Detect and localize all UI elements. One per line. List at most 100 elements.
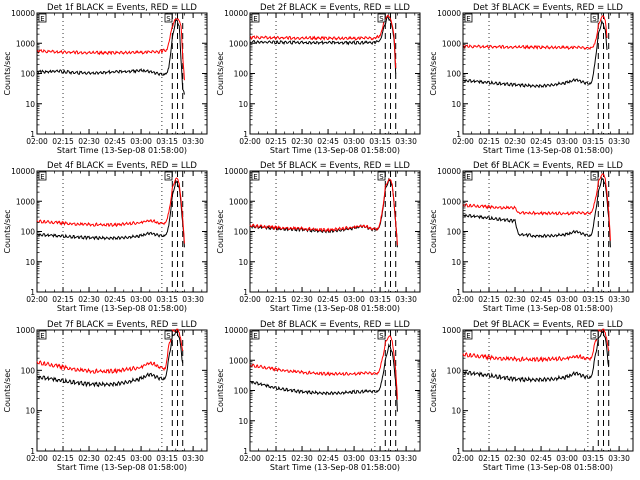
series-lld-line xyxy=(249,14,397,69)
flag-box xyxy=(251,330,260,340)
x-axis-label: Start Time (13-Sep-08 01:58:00) xyxy=(270,146,400,155)
x-tick-label: 02:15 xyxy=(265,454,287,463)
flag-label: E xyxy=(466,173,470,181)
flag-label: S xyxy=(592,15,597,23)
flag-box xyxy=(464,171,473,181)
y-tick-label: 1000 xyxy=(442,39,461,48)
series-lld-line xyxy=(36,177,185,244)
y-tick-label: 100 xyxy=(447,228,462,237)
panel-det-4: Det 4f BLACK = Events, RED = LLD 1 10 100 10… xyxy=(3,161,208,313)
x-tick-label: 02:45 xyxy=(104,137,126,146)
x-axis-label: Start Time (13-Sep-08 01:58:00) xyxy=(57,146,187,155)
x-tick-label: 02:30 xyxy=(291,137,313,146)
y-tick-label: 10 xyxy=(25,407,35,416)
y-tick-label: 100 xyxy=(234,70,249,79)
x-tick-label: 02:00 xyxy=(452,137,474,146)
plot-frame xyxy=(462,12,634,135)
y-tick-label: 100 xyxy=(21,70,36,79)
y-tick-label: 1000 xyxy=(16,39,35,48)
x-tick-label: 02:00 xyxy=(239,454,261,463)
panel-det-5: Det 5f BLACK = Events, RED = LLD 1 10 100 10… xyxy=(216,161,421,313)
x-tick-label: 02:30 xyxy=(504,454,526,463)
flag-box xyxy=(164,330,173,340)
x-tick-label: 03:00 xyxy=(130,454,152,463)
x-tick-label: 02:30 xyxy=(291,454,313,463)
flag-box xyxy=(590,330,599,340)
plot-frame xyxy=(36,329,208,452)
series-events-line xyxy=(462,19,608,89)
panel-det-2: Det 2f BLACK = Events, RED = LLD 1 10 100 10… xyxy=(216,3,421,155)
panel-det-8: Det 8f BLACK = Events, RED = LLD 1 10 100 10… xyxy=(216,320,421,472)
x-tick-label: 02:45 xyxy=(104,295,126,304)
panel-title: Det 3f BLACK = Events, RED = LLD xyxy=(473,3,623,13)
y-axis-label: Counts/sec xyxy=(429,51,438,95)
x-tick-label: 03:15 xyxy=(582,454,604,463)
series-events-line xyxy=(462,329,610,383)
plot-frame xyxy=(249,170,421,293)
x-tick-label: 03:30 xyxy=(395,454,417,463)
flag-label: E xyxy=(253,173,257,181)
x-tick-label: 03:00 xyxy=(556,454,578,463)
x-axis-label: Start Time (13-Sep-08 01:58:00) xyxy=(483,463,613,472)
flag-box xyxy=(464,13,473,23)
flag-box xyxy=(590,13,599,23)
flag-label: S xyxy=(166,15,171,23)
flag-box xyxy=(164,13,173,23)
plot-frame xyxy=(462,329,634,452)
y-tick-label: 1000 xyxy=(229,39,248,48)
x-tick-label: 02:00 xyxy=(452,295,474,304)
x-tick-label: 03:15 xyxy=(369,454,391,463)
series-lld-line xyxy=(462,328,610,363)
y-axis-label: Counts/sec xyxy=(429,209,438,253)
x-tick-label: 03:15 xyxy=(156,454,178,463)
x-tick-label: 02:30 xyxy=(78,454,100,463)
x-tick-label: 02:00 xyxy=(239,137,261,146)
series-lld-line xyxy=(249,335,398,400)
y-tick-label: 100 xyxy=(234,228,249,237)
y-tick-label: 10 xyxy=(451,258,461,267)
panel-det-9: Det 9f BLACK = Events, RED = LLD 1 10 100 10… xyxy=(429,320,634,472)
y-tick-label: 10 xyxy=(25,258,35,267)
x-tick-label: 02:15 xyxy=(52,295,74,304)
y-axis-label: Counts/sec xyxy=(216,209,225,253)
x-axis-label: Start Time (13-Sep-08 01:58:00) xyxy=(57,304,187,313)
flag-label: S xyxy=(592,173,597,181)
y-tick-label: 1 xyxy=(456,130,461,139)
series-lld-line xyxy=(36,18,185,81)
y-tick-label: 100 xyxy=(234,387,249,396)
flag-label: S xyxy=(166,173,171,181)
x-tick-label: 02:15 xyxy=(265,295,287,304)
x-tick-label: 03:15 xyxy=(369,137,391,146)
x-tick-label: 02:30 xyxy=(78,137,100,146)
x-axis-label: Start Time (13-Sep-08 01:58:00) xyxy=(57,463,187,472)
x-tick-label: 02:15 xyxy=(478,137,500,146)
series-events-line xyxy=(36,16,185,95)
flag-label: S xyxy=(379,332,384,340)
flag-box xyxy=(164,171,173,181)
x-tick-label: 03:00 xyxy=(343,137,365,146)
y-tick-label: 10 xyxy=(451,100,461,109)
y-tick-label: 10000 xyxy=(11,167,35,176)
series-lld-line xyxy=(249,178,398,246)
x-tick-label: 03:15 xyxy=(156,295,178,304)
panel-title: Det 7f BLACK = Events, RED = LLD xyxy=(47,320,197,330)
x-axis-label: Start Time (13-Sep-08 01:58:00) xyxy=(270,304,400,313)
x-tick-label: 03:30 xyxy=(395,295,417,304)
y-tick-label: 100 xyxy=(447,366,462,375)
x-tick-label: 02:00 xyxy=(26,295,48,304)
y-tick-label: 10 xyxy=(238,258,248,267)
flag-box xyxy=(377,171,386,181)
flag-box xyxy=(38,13,47,23)
flag-label: E xyxy=(466,332,470,340)
y-tick-label: 10000 xyxy=(437,167,461,176)
plot-frame xyxy=(249,12,421,135)
x-axis-label: Start Time (13-Sep-08 01:58:00) xyxy=(483,146,613,155)
x-axis-label: Start Time (13-Sep-08 01:58:00) xyxy=(483,304,613,313)
y-tick-label: 10000 xyxy=(11,9,35,18)
plot-frame xyxy=(36,170,208,293)
flag-box xyxy=(251,13,260,23)
y-tick-label: 1 xyxy=(456,447,461,456)
y-tick-label: 100 xyxy=(21,228,36,237)
y-axis-label: Counts/sec xyxy=(3,368,12,412)
y-tick-label: 1000 xyxy=(229,197,248,206)
